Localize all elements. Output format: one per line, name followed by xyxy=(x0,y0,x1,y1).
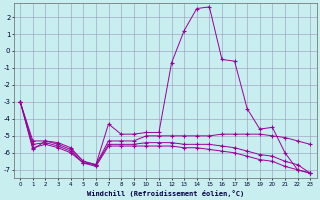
X-axis label: Windchill (Refroidissement éolien,°C): Windchill (Refroidissement éolien,°C) xyxy=(87,190,244,197)
